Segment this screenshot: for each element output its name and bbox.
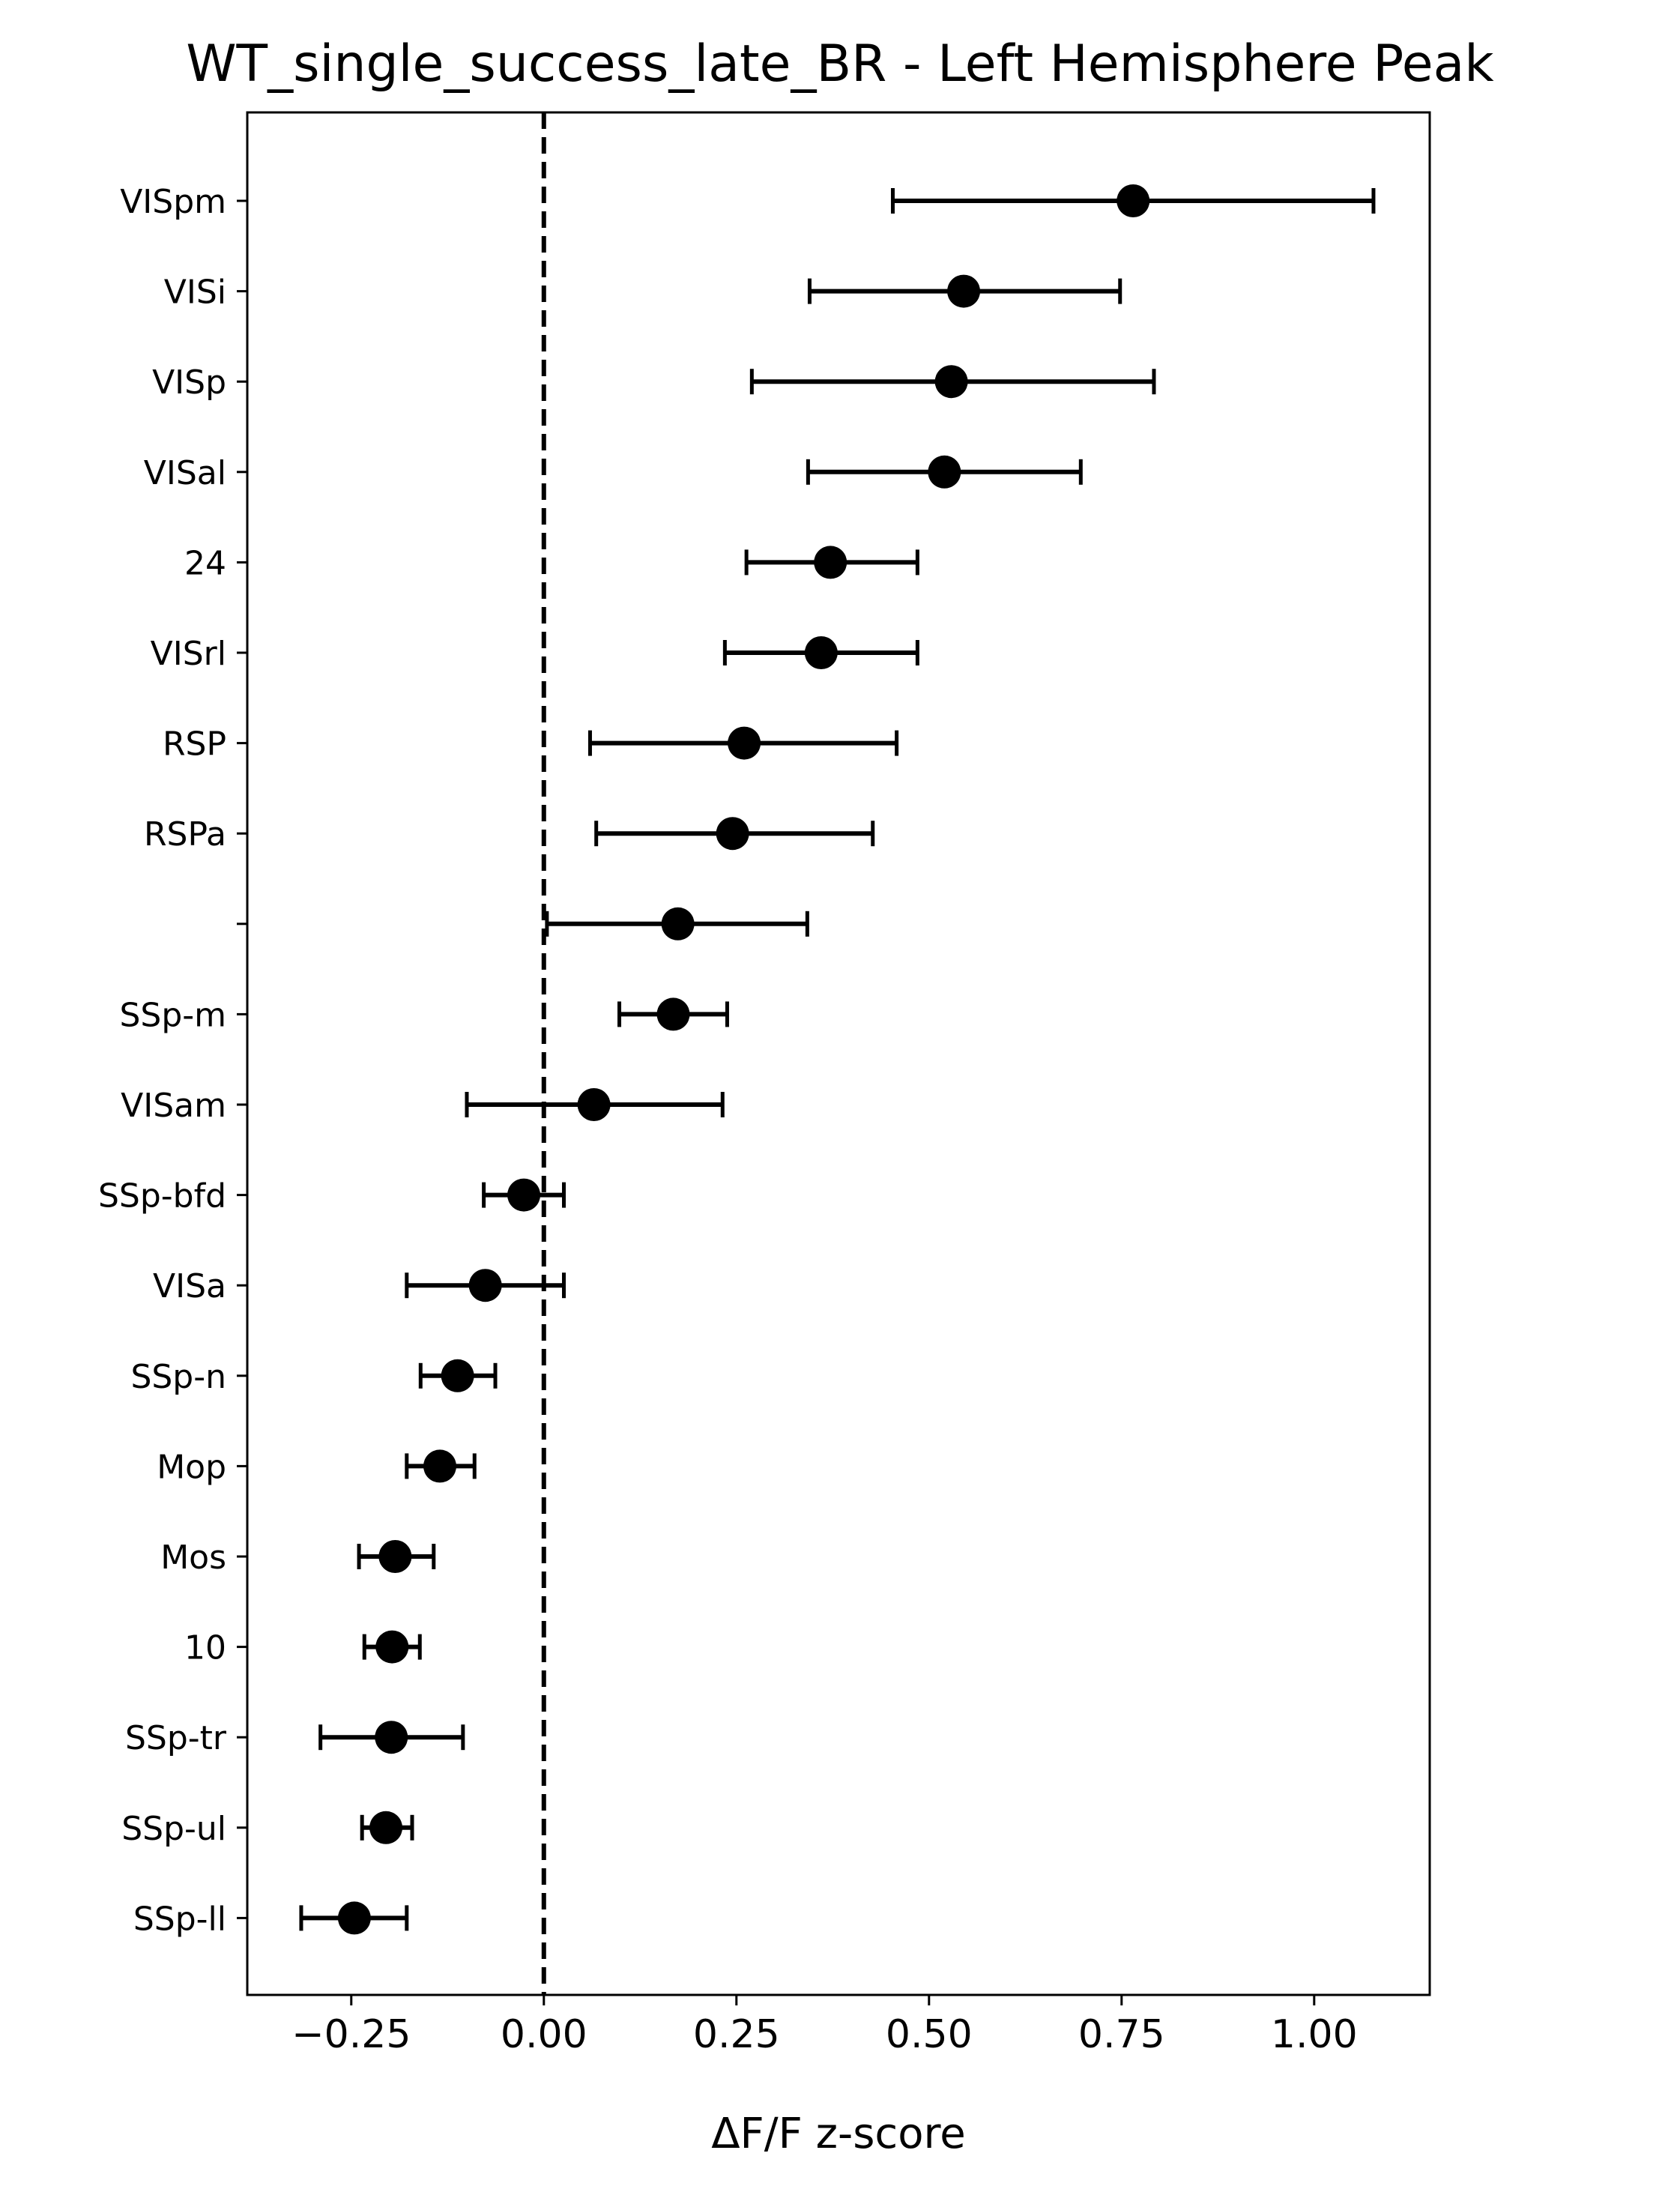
chart-title: WT_single_success_late_BR - Left Hemisph… bbox=[186, 34, 1494, 94]
y-tick-label: 10 bbox=[184, 1629, 226, 1667]
axes-frame bbox=[246, 111, 1431, 1996]
y-tick-label: 24 bbox=[184, 544, 226, 582]
data-point bbox=[507, 1178, 541, 1212]
data-point bbox=[378, 1540, 412, 1573]
data-point bbox=[661, 907, 695, 941]
x-tick-label: 1.00 bbox=[1271, 2012, 1358, 2057]
y-tick-label: VISrl bbox=[151, 635, 226, 673]
data-point bbox=[577, 1088, 611, 1121]
data-point bbox=[375, 1630, 409, 1664]
x-tick-label: 0.75 bbox=[1078, 2012, 1165, 2057]
y-tick-label: VISal bbox=[144, 454, 226, 492]
data-point bbox=[423, 1449, 457, 1483]
y-tick-label: SSp-ul bbox=[121, 1810, 226, 1848]
data-point bbox=[928, 455, 961, 489]
data-point bbox=[468, 1269, 502, 1302]
data-point bbox=[716, 817, 749, 851]
x-axis-label: ΔF/F z-score bbox=[711, 2110, 965, 2158]
y-tick-label: VISpm bbox=[120, 183, 226, 221]
y-tick-label: VISi bbox=[164, 274, 226, 312]
y-tick-label: SSp-tr bbox=[125, 1719, 227, 1757]
y-tick-label: VISp bbox=[152, 363, 226, 402]
x-tick-label: 0.50 bbox=[886, 2012, 973, 2057]
data-point bbox=[947, 274, 981, 308]
y-tick-label: RSP bbox=[163, 725, 226, 764]
data-point bbox=[337, 1901, 371, 1935]
plot-area: −0.25 0.00 0.25 0.50 0.75 1.00 VISpm VISi VISp VI… bbox=[98, 112, 1376, 2057]
y-tick-label: VISa bbox=[153, 1267, 226, 1305]
y-tick-label: SSp-bfd bbox=[98, 1177, 226, 1216]
y-tick-label: Mop bbox=[157, 1448, 226, 1486]
data-point bbox=[814, 546, 847, 579]
data-point bbox=[934, 365, 968, 399]
data-point bbox=[441, 1359, 474, 1392]
y-tick-label: Mos bbox=[160, 1539, 226, 1577]
data-point bbox=[375, 1721, 408, 1754]
x-tick-label: 0.00 bbox=[501, 2012, 587, 2057]
data-point bbox=[804, 636, 838, 669]
y-tick-label: SSp-ll bbox=[133, 1900, 226, 1938]
y-tick-label: SSp-m bbox=[119, 996, 226, 1034]
data-point bbox=[728, 726, 761, 760]
data-point bbox=[656, 997, 690, 1031]
data-point bbox=[369, 1811, 403, 1844]
x-tick-label: 0.25 bbox=[693, 2012, 780, 2057]
data-point bbox=[1117, 184, 1150, 217]
y-tick-label: VISam bbox=[121, 1087, 226, 1125]
y-tick-label: RSPa bbox=[144, 815, 226, 854]
y-tick-label: SSp-n bbox=[130, 1358, 226, 1396]
x-tick-label: −0.25 bbox=[291, 2012, 411, 2057]
